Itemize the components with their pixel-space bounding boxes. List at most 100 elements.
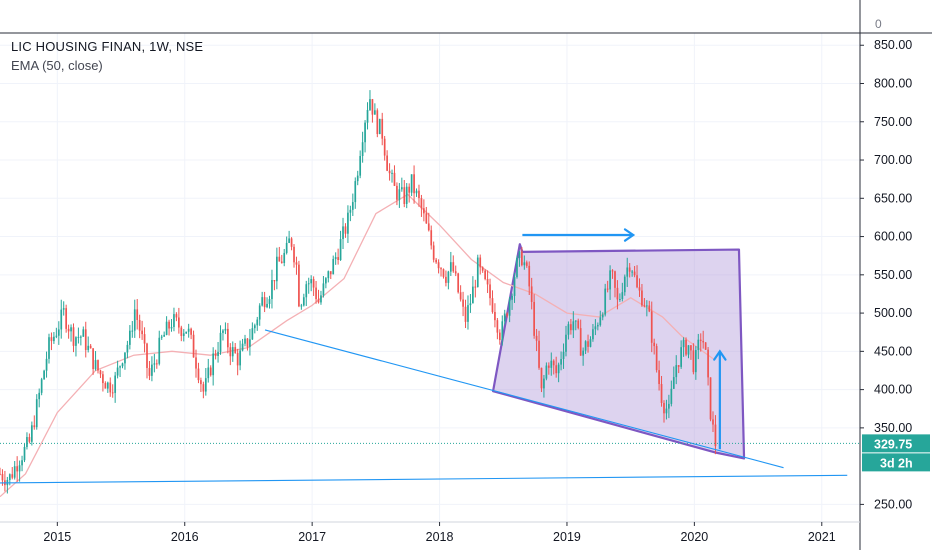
candle-body	[285, 242, 288, 253]
candle-body	[413, 174, 415, 194]
candle-body	[469, 303, 472, 306]
candle-body	[1, 473, 4, 481]
candle-body	[148, 367, 151, 376]
candle-body	[13, 466, 16, 478]
candle-body	[212, 353, 215, 376]
candle-body	[351, 202, 354, 210]
candle-body	[75, 337, 77, 346]
candle-body	[503, 313, 506, 322]
candle-body	[33, 425, 36, 428]
candle-body	[23, 446, 26, 461]
candle-body	[501, 321, 504, 341]
candle-body	[540, 367, 543, 389]
candle-body	[570, 324, 572, 331]
candle-body	[204, 378, 207, 392]
candle-body	[349, 209, 352, 213]
candle-body	[209, 367, 212, 376]
candle-body	[445, 276, 447, 283]
candle-body	[43, 370, 45, 380]
price-tick-label: 0	[875, 17, 882, 31]
candle-body	[244, 338, 246, 344]
candle-body	[251, 328, 254, 340]
candle-body	[337, 257, 339, 261]
candle-body	[327, 271, 330, 279]
arrow-head	[713, 349, 727, 361]
candle-body	[53, 336, 55, 342]
candle-body	[481, 267, 484, 271]
candle-body	[258, 305, 261, 320]
candle-body	[40, 379, 43, 393]
candle-body	[38, 392, 41, 400]
candle-body	[312, 279, 315, 288]
candle-body	[582, 350, 584, 356]
candle-body	[677, 365, 680, 367]
candle-body	[151, 364, 153, 376]
time-tick-label: 2017	[298, 530, 326, 544]
candle-body	[555, 365, 558, 374]
candle-body	[418, 190, 420, 199]
candle-body	[342, 226, 344, 240]
candle-body	[48, 337, 50, 359]
arrow-head	[623, 228, 636, 242]
candle-body	[253, 325, 256, 329]
candle-body	[687, 345, 690, 355]
candle-body	[60, 309, 63, 330]
candle-body	[141, 330, 143, 335]
candle-body	[376, 110, 379, 135]
candle-body	[79, 336, 82, 338]
candle-body	[126, 344, 129, 353]
candle-body	[476, 257, 479, 287]
candle-body	[685, 339, 687, 355]
candle-body	[430, 230, 433, 246]
candle-body	[273, 280, 276, 282]
candle-body	[452, 262, 455, 272]
candle-body	[572, 321, 575, 331]
candle-body	[347, 212, 349, 234]
candle-body	[457, 273, 460, 293]
candle-body	[229, 347, 232, 357]
candle-body	[175, 314, 178, 318]
candle-body	[423, 208, 425, 214]
candle-body	[415, 190, 418, 194]
candle-body	[454, 271, 457, 274]
candle-body	[106, 382, 109, 389]
candle-body	[11, 474, 14, 478]
ema-series	[0, 193, 714, 498]
candle-body	[530, 286, 533, 302]
candle-body	[143, 334, 146, 344]
candle-body	[648, 305, 651, 312]
candle-body	[601, 314, 604, 318]
candle-body	[494, 311, 496, 321]
candle-body	[239, 350, 241, 366]
candle-body	[498, 332, 501, 341]
candle-body	[16, 466, 19, 472]
candle-body	[467, 305, 469, 322]
candle-body	[276, 256, 278, 282]
candle-body	[596, 325, 599, 327]
candle-body	[641, 290, 643, 306]
candle-body	[447, 271, 450, 283]
candle-body	[611, 270, 614, 272]
candle-body	[378, 118, 381, 135]
candle-body	[636, 275, 638, 288]
candle-body	[200, 380, 202, 385]
ema-line	[0, 193, 714, 498]
candle-body	[97, 360, 99, 371]
countdown-label: 3d 2h	[880, 456, 913, 470]
candle-body	[699, 339, 702, 341]
candle-body	[249, 339, 251, 347]
candle-body	[160, 336, 163, 338]
candle-body	[271, 280, 273, 300]
candle-body	[420, 198, 423, 209]
time-tick-label: 2018	[426, 530, 454, 544]
candle-body	[222, 330, 224, 333]
last-price-label: 329.75	[874, 437, 912, 451]
candle-body	[21, 460, 23, 466]
candle-body	[57, 329, 60, 336]
candle-body	[102, 374, 104, 384]
candle-body	[621, 292, 624, 299]
candle-body	[491, 298, 494, 312]
candle-body	[305, 284, 308, 298]
candle-body	[72, 327, 75, 346]
